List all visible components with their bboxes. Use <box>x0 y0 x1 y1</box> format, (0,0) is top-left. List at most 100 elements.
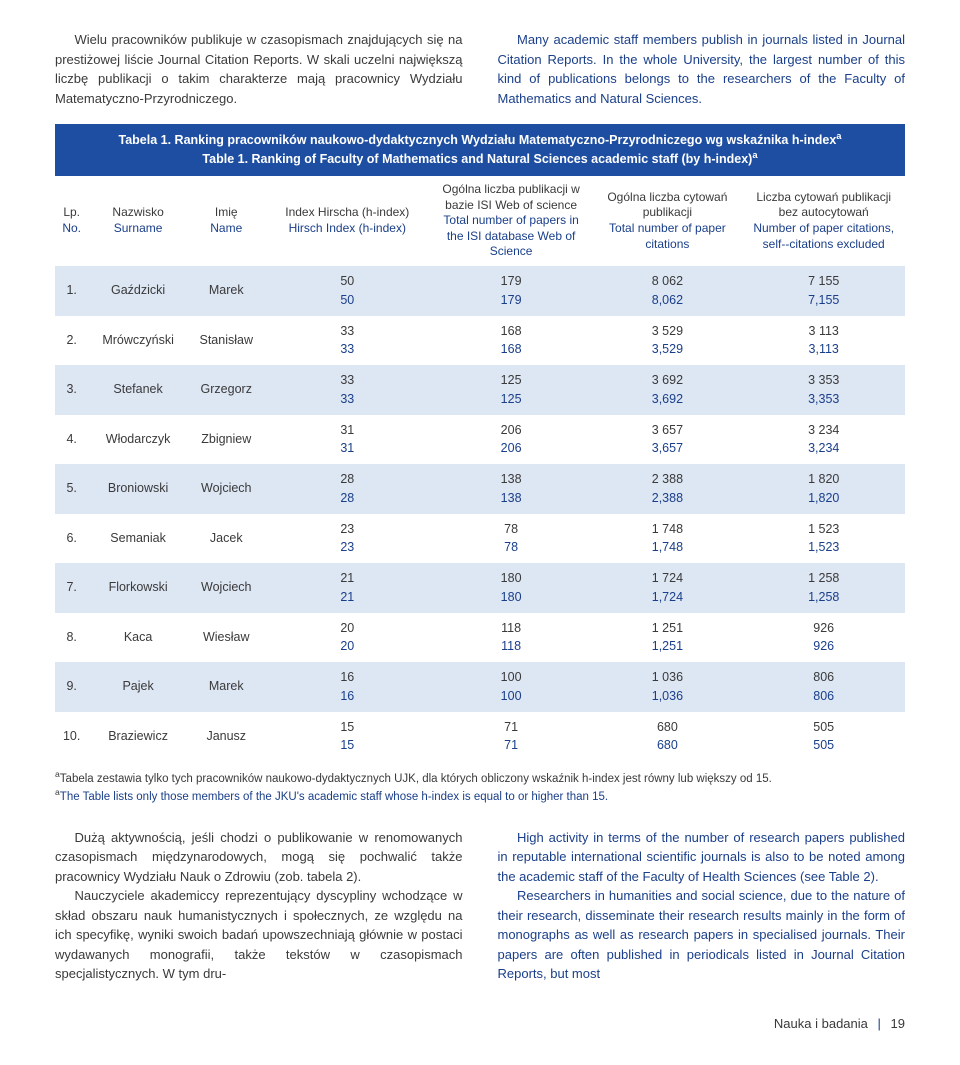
cell-papers: 100100 <box>430 662 593 712</box>
cell-selfcite: 3 3533,353 <box>742 365 905 415</box>
cell-surname: Braziewicz <box>88 712 187 762</box>
cell-papers-pl: 78 <box>504 522 518 536</box>
header-papers-en: Total number of papers in the ISI databa… <box>443 213 578 258</box>
cell-hindex-en: 21 <box>340 590 354 604</box>
cell-citations: 3 6923,692 <box>592 365 742 415</box>
caption-superscript-a: a <box>836 131 841 141</box>
header-name-en: Name <box>210 221 242 235</box>
cell-hindex: 2020 <box>265 613 430 663</box>
cell-selfcite-pl: 926 <box>813 621 834 635</box>
cell-selfcite-pl: 3 353 <box>808 373 839 387</box>
cell-selfcite-en: 3,113 <box>809 342 839 356</box>
cell-citations-en: 3,692 <box>652 392 683 406</box>
cell-no: 5. <box>55 464 88 514</box>
cell-hindex: 1515 <box>265 712 430 762</box>
cell-hindex-en: 15 <box>340 738 354 752</box>
table-row: 9.PajekMarek16161001001 0361,036806806 <box>55 662 905 712</box>
cell-citations-pl: 1 724 <box>652 571 683 585</box>
cell-no: 9. <box>55 662 88 712</box>
cell-papers: 180180 <box>430 563 593 613</box>
col-hindex: Index Hirscha (h-index) Hirsch Index (h-… <box>265 176 430 266</box>
header-citations-en: Total number of paper citations <box>609 221 726 251</box>
cell-selfcite-pl: 505 <box>813 720 834 734</box>
cell-hindex-pl: 31 <box>340 423 354 437</box>
cell-papers-en: 71 <box>504 738 518 752</box>
footer-page-number: 19 <box>891 1016 905 1031</box>
cell-no: 8. <box>55 613 88 663</box>
cell-surname: Gaździcki <box>88 266 187 316</box>
ranking-table: Lp. No. Nazwisko Surname Imię Name Index… <box>55 176 905 761</box>
cell-citations: 680680 <box>592 712 742 762</box>
cell-selfcite: 1 2581,258 <box>742 563 905 613</box>
caption-superscript-a-en: a <box>752 150 757 160</box>
cell-papers-pl: 125 <box>501 373 522 387</box>
cell-hindex-pl: 16 <box>340 670 354 684</box>
cell-papers: 168168 <box>430 316 593 366</box>
cell-surname: Kaca <box>88 613 187 663</box>
cell-citations-pl: 3 529 <box>652 324 683 338</box>
cell-hindex: 3131 <box>265 415 430 465</box>
cell-name: Wojciech <box>188 563 265 613</box>
cell-selfcite-pl: 3 234 <box>808 423 839 437</box>
para2-pl-2: Nauczyciele akademiccy reprezentujący dy… <box>55 886 463 984</box>
cell-citations-pl: 3 657 <box>652 423 683 437</box>
table1-body: 1.GaździckiMarek50501791798 0628,0627 15… <box>55 266 905 761</box>
cell-surname: Mrówczyński <box>88 316 187 366</box>
cell-papers: 118118 <box>430 613 593 663</box>
intro-en: Many academic staff members publish in j… <box>498 30 906 108</box>
cell-papers-en: 100 <box>501 689 522 703</box>
footer-section: Nauka i badania <box>774 1016 868 1031</box>
cell-papers: 7171 <box>430 712 593 762</box>
cell-citations-en: 1,724 <box>652 590 683 604</box>
cell-selfcite: 1 5231,523 <box>742 514 905 564</box>
cell-hindex: 2121 <box>265 563 430 613</box>
table1-caption-pl: Tabela 1. Ranking pracowników naukowo-dy… <box>119 133 837 147</box>
cell-selfcite-en: 1,258 <box>808 590 839 604</box>
cell-name: Wojciech <box>188 464 265 514</box>
cell-hindex: 2323 <box>265 514 430 564</box>
table-row: 3.StefanekGrzegorz33331251253 6923,6923 … <box>55 365 905 415</box>
cell-hindex-en: 28 <box>340 491 354 505</box>
para2-pl: Dużą aktywnością, jeśli chodzi o publiko… <box>55 828 463 984</box>
cell-papers-pl: 180 <box>501 571 522 585</box>
cell-papers-pl: 118 <box>501 621 521 635</box>
cell-citations: 1 251 1,251 <box>592 613 742 663</box>
cell-papers-en: 180 <box>501 590 522 604</box>
cell-papers-en: 168 <box>501 342 522 356</box>
cell-selfcite: 505505 <box>742 712 905 762</box>
cell-hindex-en: 20 <box>340 639 354 653</box>
cell-citations-pl: 1 251 <box>652 621 683 635</box>
cell-papers-pl: 179 <box>501 274 522 288</box>
cell-citations-pl: 1 748 <box>652 522 683 536</box>
cell-citations: 3 6573,657 <box>592 415 742 465</box>
cell-citations-en: 1,748 <box>652 540 683 554</box>
header-papers-pl: Ogólna liczba publikacji w bazie ISI Web… <box>442 182 579 212</box>
cell-hindex-en: 33 <box>340 342 354 356</box>
cell-selfcite-pl: 1 523 <box>808 522 839 536</box>
table1-caption-en: Table 1. Ranking of Faculty of Mathemati… <box>202 152 752 166</box>
cell-papers-en: 138 <box>501 491 522 505</box>
cell-papers: 138138 <box>430 464 593 514</box>
cell-selfcite-en: 806 <box>813 689 834 703</box>
table-row: 4.WłodarczykZbigniew31312062063 6573,657… <box>55 415 905 465</box>
para2-en-2: Researchers in humanities and social sci… <box>498 886 906 984</box>
header-hindex-en: Hirsch Index (h-index) <box>289 221 406 235</box>
second-block: Dużą aktywnością, jeśli chodzi o publiko… <box>55 828 905 984</box>
cell-citations: 3 5293,529 <box>592 316 742 366</box>
cell-surname: Broniowski <box>88 464 187 514</box>
footer-divider: | <box>878 1016 881 1031</box>
cell-citations-pl: 680 <box>657 720 678 734</box>
cell-citations-pl: 1 036 <box>652 670 683 684</box>
cell-papers: 125125 <box>430 365 593 415</box>
cell-papers-pl: 206 <box>501 423 522 437</box>
cell-citations-en: 1,251 <box>652 639 683 653</box>
header-selfcite-en: Number of paper citations, self-­-citati… <box>753 221 894 251</box>
cell-surname: Pajek <box>88 662 187 712</box>
header-selfcite-pl: Liczba cytowań publikacji bez autocytowa… <box>756 190 891 220</box>
table-header-row: Lp. No. Nazwisko Surname Imię Name Index… <box>55 176 905 266</box>
cell-selfcite-en: 926 <box>813 639 834 653</box>
col-citations: Ogólna liczba cytowań publikacji Total n… <box>592 176 742 266</box>
table-row: 6.SemaniakJacek232378781 7481,7481 5231,… <box>55 514 905 564</box>
cell-citations-pl: 8 062 <box>652 274 683 288</box>
para2-en-1: High activity in terms of the number of … <box>498 828 906 887</box>
